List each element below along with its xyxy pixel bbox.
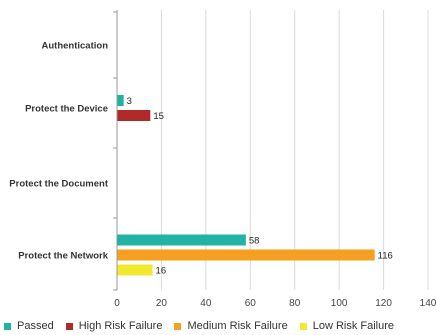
- data-labels: 3 15 58 116 16: [127, 96, 393, 277]
- bar: [117, 249, 375, 261]
- data-label: 116: [378, 251, 393, 262]
- category-label: Authentication: [42, 41, 109, 52]
- x-tick-label: 20: [156, 298, 168, 309]
- x-tick-label: 40: [200, 298, 212, 309]
- data-label: 15: [153, 111, 164, 122]
- legend-swatch: [65, 322, 73, 330]
- x-tick-label: 120: [375, 298, 392, 309]
- bars: [117, 95, 375, 276]
- gridlines: [160, 10, 429, 290]
- bar: [117, 264, 153, 276]
- legend: Passed High Risk Failure Medium Risk Failu…: [0, 317, 436, 335]
- legend-label: Passed: [17, 320, 54, 332]
- category-label: Protect the Network: [18, 251, 108, 262]
- x-tick-label: 60: [245, 298, 257, 309]
- category-labels: Authentication Protect the Device Protect …: [9, 41, 109, 262]
- y-axis: [113, 10, 118, 291]
- category-label: Protect the Device: [25, 104, 108, 115]
- x-tick-label: 80: [289, 298, 301, 309]
- legend-swatch: [174, 322, 182, 330]
- bar: [117, 234, 246, 246]
- legend-swatch: [4, 322, 11, 330]
- data-label: 3: [127, 96, 132, 107]
- data-label: 16: [156, 266, 167, 277]
- legend-item: Passed: [4, 320, 54, 332]
- category-label: Protect the Document: [9, 179, 109, 190]
- x-tick-label: 100: [331, 298, 348, 309]
- legend-item: Medium Risk Failure: [174, 320, 288, 332]
- legend-label: Low Risk Failure: [312, 320, 395, 332]
- legend-label: High Risk Failure: [78, 320, 163, 332]
- legend-item: High Risk Failure: [65, 320, 163, 332]
- legend-label: Medium Risk Failure: [187, 320, 288, 332]
- legend-item: Low Risk Failure: [299, 320, 395, 332]
- x-tick-label: 140: [420, 298, 436, 309]
- legend-swatch: [299, 322, 307, 330]
- x-tick-labels: 0 20 40 60 80 100 120 140: [114, 298, 436, 309]
- data-label: 58: [249, 236, 260, 247]
- x-tick-label: 0: [114, 298, 120, 309]
- bar: [117, 110, 151, 121]
- bar: [117, 95, 124, 106]
